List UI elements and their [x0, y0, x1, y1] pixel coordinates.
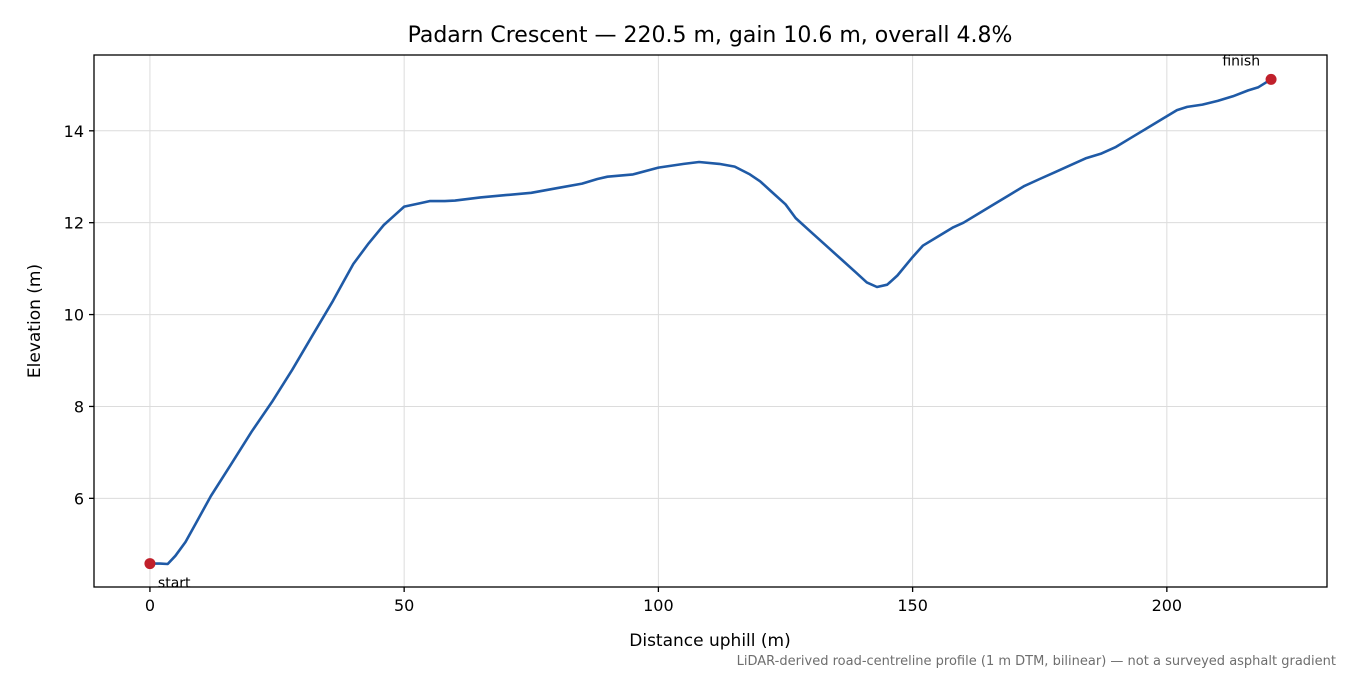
x-tick-label: 50	[394, 596, 414, 615]
x-axis-label: Distance uphill (m)	[629, 631, 790, 651]
footnote: LiDAR-derived road-centreline profile (1…	[737, 654, 1336, 669]
y-tick-label: 12	[64, 214, 84, 233]
endpoint-markers: start finish	[144, 53, 1277, 592]
x-tick-label: 0	[145, 596, 155, 615]
plot-frame	[93, 54, 1328, 588]
start-label: start	[158, 576, 191, 592]
x-tick-label: 200	[1152, 596, 1183, 615]
grid	[94, 55, 1327, 587]
elevation-series-line	[148, 78, 1273, 566]
chart-title: Padarn Crescent — 220.5 m, gain 10.6 m, …	[408, 23, 1013, 48]
y-tick-label: 8	[74, 397, 84, 416]
finish-marker	[1265, 73, 1277, 85]
finish-label: finish	[1222, 53, 1260, 69]
y-tick-label: 10	[64, 306, 84, 325]
x-tick-label: 100	[643, 596, 674, 615]
axis-ticks: 0 50 100 150 200 6 8 10 12 14	[64, 122, 1182, 615]
y-tick-label: 6	[74, 489, 84, 508]
y-axis-label: Elevation (m)	[25, 264, 45, 378]
start-marker	[144, 558, 156, 570]
x-tick-label: 150	[897, 596, 928, 615]
y-tick-label: 14	[64, 122, 84, 141]
